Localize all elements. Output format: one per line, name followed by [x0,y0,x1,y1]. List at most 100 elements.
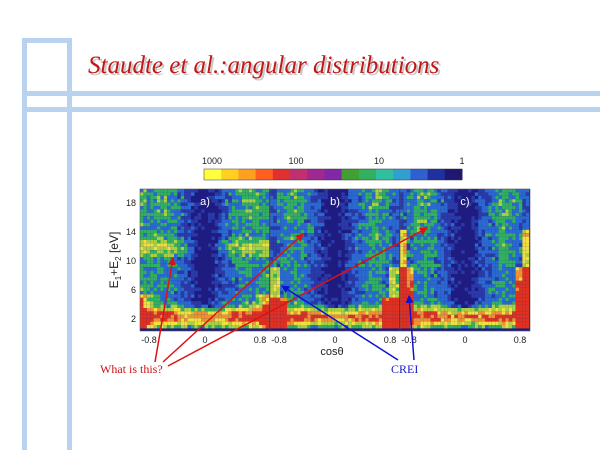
density-cell [177,257,181,261]
density-cell [423,284,428,288]
density-cell [297,212,301,217]
density-cell [310,253,315,257]
density-cell [508,250,513,254]
density-cell [300,274,304,278]
density-cell [238,291,242,295]
density-cell [252,229,256,234]
density-cell [221,216,225,220]
density-cell [400,233,404,237]
density-cell [163,226,168,230]
density-cell [389,212,393,217]
density-cell [378,199,383,203]
density-cell [508,325,513,329]
density-cell [400,199,404,203]
density-cell [358,209,362,213]
density-cell [180,325,185,329]
density-cell [403,314,407,319]
density-cell [218,189,222,193]
density-cell [417,284,421,288]
density-cell [191,291,195,295]
density-cell [194,318,198,322]
density-cell [485,219,489,223]
density-cell [505,212,509,217]
density-cell [423,277,428,281]
colorbar-segment [255,169,274,180]
arrow-what-to-c [167,227,428,367]
density-cell [355,321,359,325]
density-cell [498,202,502,206]
density-cell [187,236,191,240]
density-cell [478,226,482,230]
density-cell [317,219,321,223]
density-cell [423,189,428,193]
density-cell [382,195,386,200]
density-cell [297,277,301,281]
density-cell [440,263,445,268]
density-cell [331,325,335,329]
density-cell [389,314,393,319]
density-cell [348,304,352,308]
density-cell [160,284,164,288]
density-cell [245,314,249,319]
colorbar-segment [290,169,308,180]
density-cell [324,297,328,302]
density-cell [225,195,229,200]
density-cell [375,294,379,298]
density-cell [400,250,404,254]
density-cell [252,206,256,210]
density-cell [262,223,266,227]
density-cell [184,321,188,325]
density-cell [519,192,523,196]
density-cell [174,250,178,254]
density-cell [235,257,239,261]
density-cell [248,297,253,302]
density-cell [508,243,513,247]
density-cell [372,189,376,193]
density-cell [444,277,448,281]
density-cell [307,314,311,319]
density-cell [423,223,428,227]
density-cell [378,287,383,291]
density-cell [413,318,417,322]
density-cell [525,314,530,319]
density-cell [290,304,294,308]
density-cell [307,287,311,291]
density-cell [341,297,345,302]
density-cell [355,277,359,281]
density-cell [382,236,386,240]
density-cell [351,287,355,291]
density-cell [498,304,502,308]
density-cell [385,318,389,322]
density-cell [163,294,168,298]
density-cell [451,304,455,308]
density-cell [395,297,400,302]
density-cell [525,192,530,196]
density-cell [502,263,506,268]
colorbar-segment [393,169,411,180]
density-cell [505,280,509,285]
density-cell [355,308,359,312]
density-cell [372,236,376,240]
density-cell [406,314,411,319]
density-cell [515,311,519,315]
density-cell [228,304,232,308]
density-cell [273,325,277,329]
density-cell [361,297,366,302]
x-axis-label: cosθ [320,346,343,358]
density-cell [245,294,249,298]
density-cell [255,277,259,281]
density-cell [221,240,225,244]
density-cell [307,325,311,329]
density-cell [406,280,411,285]
density-cell [417,233,421,237]
density-cell [170,277,174,281]
density-cell [287,246,291,251]
density-cell [242,229,246,234]
density-cell [444,267,448,271]
density-cell [167,236,171,240]
density-cell [140,325,144,329]
density-cell [410,226,414,230]
density-cell [252,325,256,329]
density-cell [368,291,372,295]
density-cell [505,209,509,213]
